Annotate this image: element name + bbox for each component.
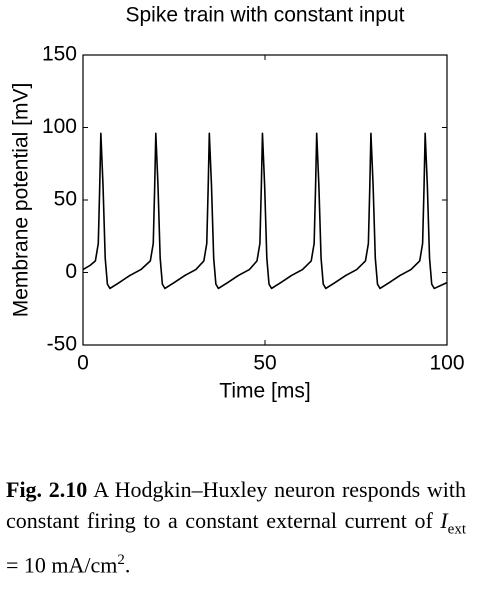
caption-symbol: I [440,508,448,533]
spike-train-line [82,132,448,290]
caption-label: Fig. 2.10 [6,477,88,502]
y-tick-label: 0 [65,260,77,283]
y-axis-label: Membrane potential [mV] [10,83,33,318]
caption-subscript: ext [447,521,466,538]
x-tick-label: 50 [253,352,276,375]
caption-superscript: 2 [117,552,125,569]
caption-end: . [124,552,131,578]
chart: Spike train with constant input Time [ms… [10,4,465,403]
y-tick-label: 50 [54,188,77,211]
x-axis-label: Time [ms] [219,380,310,403]
y-tick-label: 150 [42,43,77,66]
y-tick-label: -50 [47,333,77,356]
caption-equation: = 10 mA/cm [6,552,118,578]
chart-title: Spike train with constant input [126,4,405,27]
caption-text: A Hodgkin–Huxley neuron responds with co… [6,477,466,533]
x-tick-label: 100 [429,352,464,375]
y-tick-label: 100 [42,115,77,138]
caption: Fig. 2.10 A Hodgkin–Huxley neuron respond… [6,474,466,581]
x-tick-label: 0 [77,352,89,375]
